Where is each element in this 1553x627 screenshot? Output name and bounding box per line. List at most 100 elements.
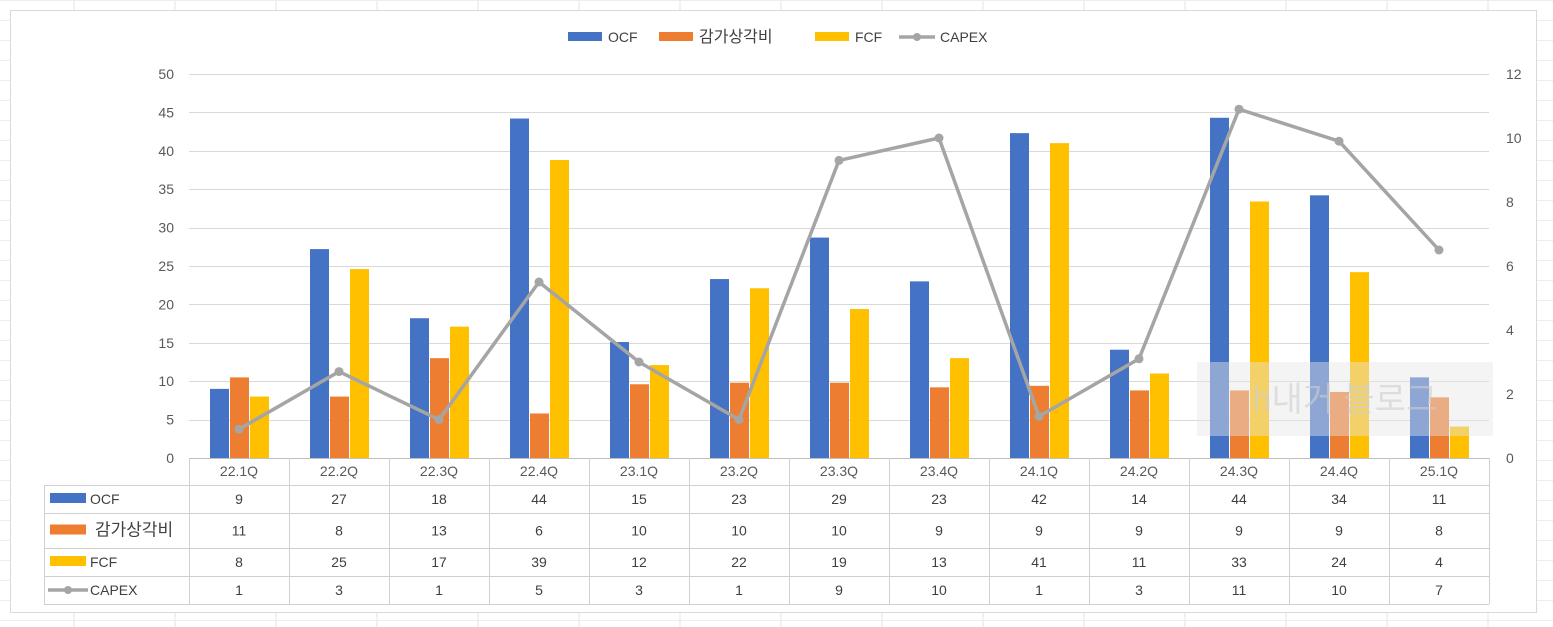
bar-fcf <box>950 358 969 458</box>
table-cell-value: 10 <box>631 523 647 539</box>
x-category-label: 25.1Q <box>1420 463 1458 479</box>
x-category-label: 22.4Q <box>520 463 558 479</box>
bar-fcf <box>1150 373 1169 458</box>
bar-ocf <box>910 281 929 458</box>
table-cell-value: 6 <box>535 523 543 539</box>
y-right-tick-label: 0 <box>1506 450 1514 466</box>
bar-ocf <box>710 279 729 458</box>
table-cell-value: 13 <box>931 554 947 570</box>
table-cell-value: 25 <box>331 554 347 570</box>
table-cell-value: 44 <box>531 491 547 507</box>
table-cell-value: 18 <box>431 491 447 507</box>
table-cell-value: 4 <box>1435 554 1443 570</box>
table-row-label: OCF <box>90 491 120 507</box>
x-category-label: 23.1Q <box>620 463 658 479</box>
legend-key-marker <box>913 33 921 41</box>
table-cell-value: 22 <box>731 554 747 570</box>
capex-point <box>634 357 644 367</box>
table-cell-value: 29 <box>831 491 847 507</box>
capex-point <box>1434 245 1444 255</box>
bar-fcf <box>850 309 869 458</box>
bar-ocf <box>210 388 229 458</box>
table-cell-value: 9 <box>935 523 943 539</box>
table-cell-value: 44 <box>1231 491 1247 507</box>
y-left-tick-label: 25 <box>158 258 174 274</box>
legend-key <box>568 32 602 41</box>
capex-point <box>934 133 944 143</box>
x-category-label: 22.3Q <box>420 463 458 479</box>
table-cell-value: 24 <box>1331 554 1347 570</box>
table-cell-value: 9 <box>835 582 843 598</box>
table-cell-value: 11 <box>1132 554 1147 570</box>
capex-point <box>1334 136 1344 146</box>
bar-depreciation <box>830 382 849 458</box>
bar-depreciation <box>930 387 949 458</box>
y-left-tick-label: 10 <box>158 373 174 389</box>
table-cell-value: 8 <box>335 523 343 539</box>
x-category-label: 24.2Q <box>1120 463 1158 479</box>
bar-ocf <box>1210 117 1229 458</box>
table-cell-value: 41 <box>1031 554 1047 570</box>
y-left-tick-label: 30 <box>158 220 174 236</box>
x-category-label: 23.4Q <box>920 463 958 479</box>
y-right-tick-label: 4 <box>1506 322 1514 338</box>
table-cell-value: 8 <box>235 554 243 570</box>
table-cell-value: 39 <box>531 554 547 570</box>
table-cell-value: 11 <box>232 523 247 539</box>
capex-point <box>734 415 744 425</box>
y-right-tick-label: 2 <box>1506 386 1514 402</box>
table-row-label: 감가상각비 <box>95 521 173 540</box>
legend-label: OCF <box>608 29 638 45</box>
table-row-label: CAPEX <box>90 582 138 598</box>
bar-fcf <box>1050 143 1069 458</box>
table-row-label: FCF <box>90 554 117 570</box>
table-cell-value: 14 <box>1131 491 1147 507</box>
table-cell-value: 9 <box>1335 523 1343 539</box>
bar-fcf <box>350 269 369 458</box>
bar-depreciation <box>1430 397 1449 458</box>
y-left-tick-label: 0 <box>166 450 174 466</box>
table-legend-key-marker <box>64 586 72 594</box>
table-cell-value: 34 <box>1331 491 1347 507</box>
y-left-tick-label: 50 <box>158 66 174 82</box>
table-cell-value: 27 <box>331 491 347 507</box>
x-category-label: 22.1Q <box>220 463 258 479</box>
table-cell-value: 19 <box>831 554 847 570</box>
y-left-tick-label: 15 <box>158 335 174 351</box>
capex-point <box>1034 411 1044 421</box>
table-cell-value: 1 <box>735 582 743 598</box>
table-legend-key <box>50 556 86 566</box>
table-cell-value: 7 <box>1435 582 1443 598</box>
table-cell-value: 1 <box>1035 582 1043 598</box>
table-cell-value: 9 <box>1235 523 1243 539</box>
table-cell-value: 8 <box>1435 523 1443 539</box>
legend-label: FCF <box>855 29 882 45</box>
bar-depreciation <box>330 396 349 458</box>
table-cell-value: 1 <box>435 582 443 598</box>
capex-point <box>434 415 444 425</box>
table-cell-value: 9 <box>1135 523 1143 539</box>
bar-fcf <box>1250 201 1269 458</box>
y-right-tick-label: 6 <box>1506 258 1514 274</box>
bar-fcf <box>650 365 669 458</box>
chart-area[interactable] <box>10 10 1537 613</box>
capex-point <box>334 367 344 377</box>
x-category-label: 23.3Q <box>820 463 858 479</box>
table-cell-value: 9 <box>235 491 243 507</box>
bar-ocf <box>1310 195 1329 458</box>
bar-ocf <box>810 237 829 458</box>
y-right-tick-label: 10 <box>1506 130 1522 146</box>
table-cell-value: 13 <box>431 523 447 539</box>
table-cell-value: 10 <box>831 523 847 539</box>
bar-fcf <box>750 288 769 458</box>
table-cell-value: 1 <box>235 582 243 598</box>
legend-key <box>659 32 693 41</box>
watermark-box <box>1197 362 1493 436</box>
bar-fcf <box>1350 272 1369 458</box>
legend-label: 감가상각비 <box>699 28 773 46</box>
table-cell-value: 10 <box>731 523 747 539</box>
capex-point <box>534 277 544 287</box>
table-cell-value: 3 <box>1135 582 1143 598</box>
y-left-tick-label: 40 <box>158 143 174 159</box>
table-cell-value: 15 <box>631 491 647 507</box>
